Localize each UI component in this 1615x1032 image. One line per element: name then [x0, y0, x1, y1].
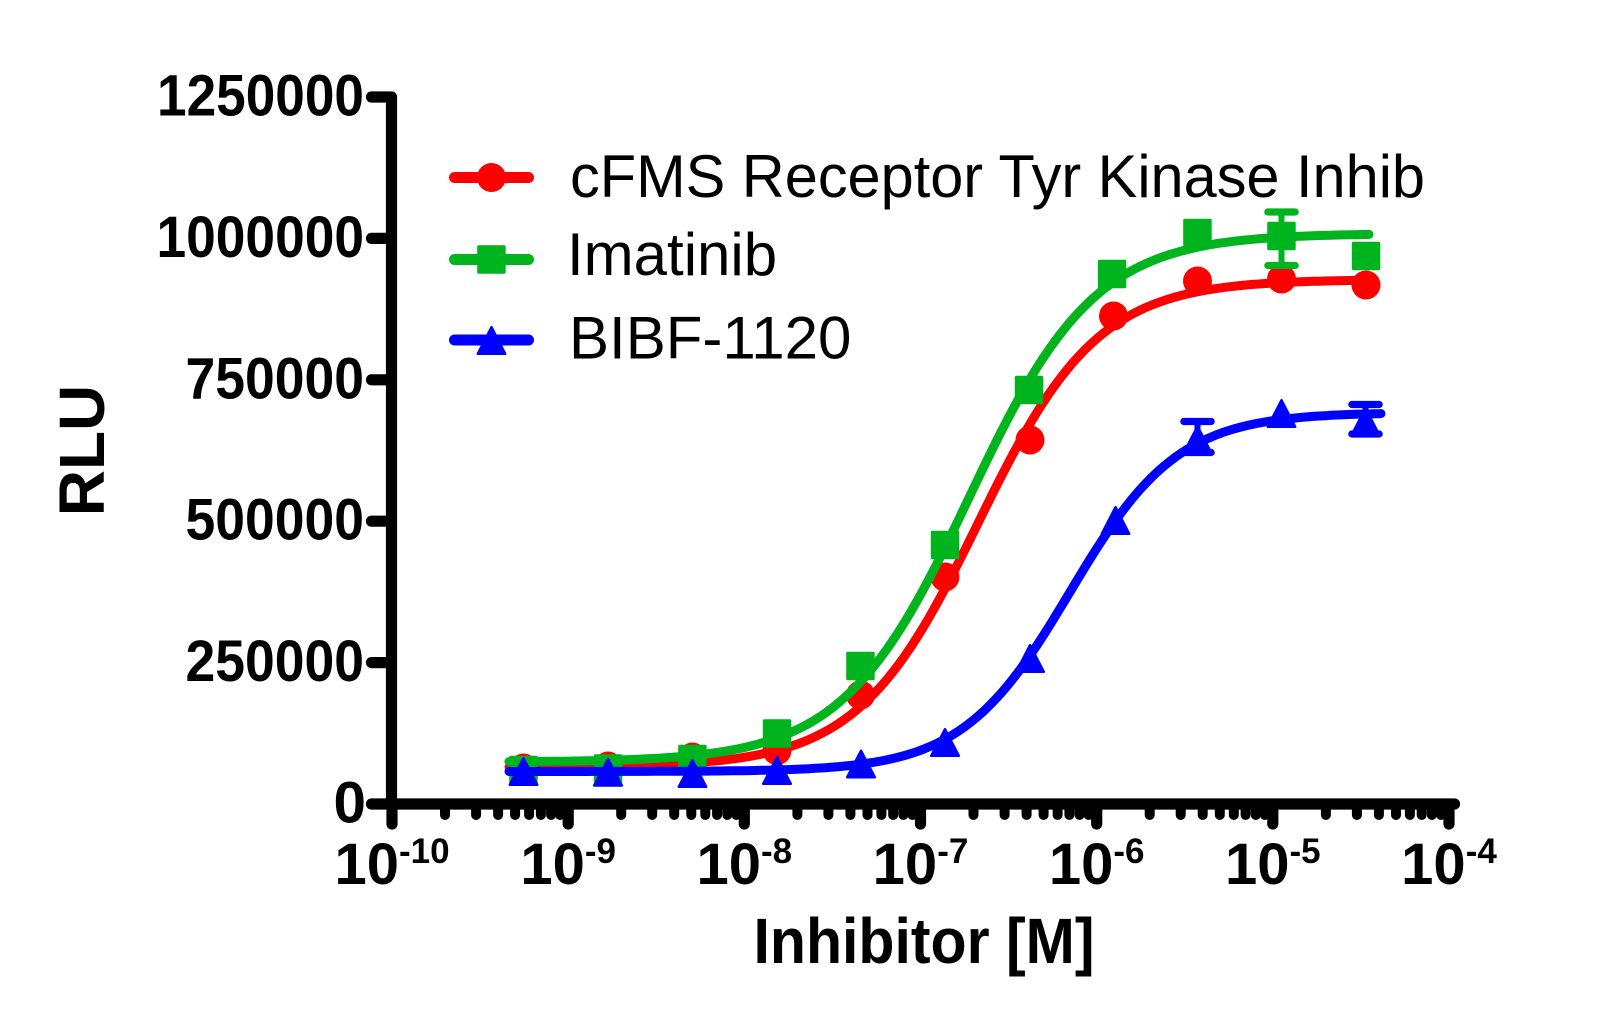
svg-text:RLU: RLU	[46, 385, 118, 517]
svg-text:10-6: 10-6	[1049, 832, 1145, 897]
svg-text:0: 0	[334, 771, 367, 836]
svg-text:cFMS Receptor Tyr Kinase Inhib: cFMS Receptor Tyr Kinase Inhib	[570, 143, 1425, 210]
svg-text:Imatinib: Imatinib	[567, 221, 777, 288]
svg-text:250000: 250000	[186, 629, 365, 694]
svg-text:Inhibitor [M]: Inhibitor [M]	[754, 905, 1095, 977]
svg-text:1000000: 1000000	[157, 205, 365, 270]
svg-text:500000: 500000	[186, 488, 365, 553]
svg-text:1250000: 1250000	[157, 64, 364, 129]
svg-text:BIBF-1120: BIBF-1120	[569, 305, 851, 372]
svg-text:10-5: 10-5	[1225, 832, 1321, 897]
svg-text:750000: 750000	[186, 346, 365, 411]
